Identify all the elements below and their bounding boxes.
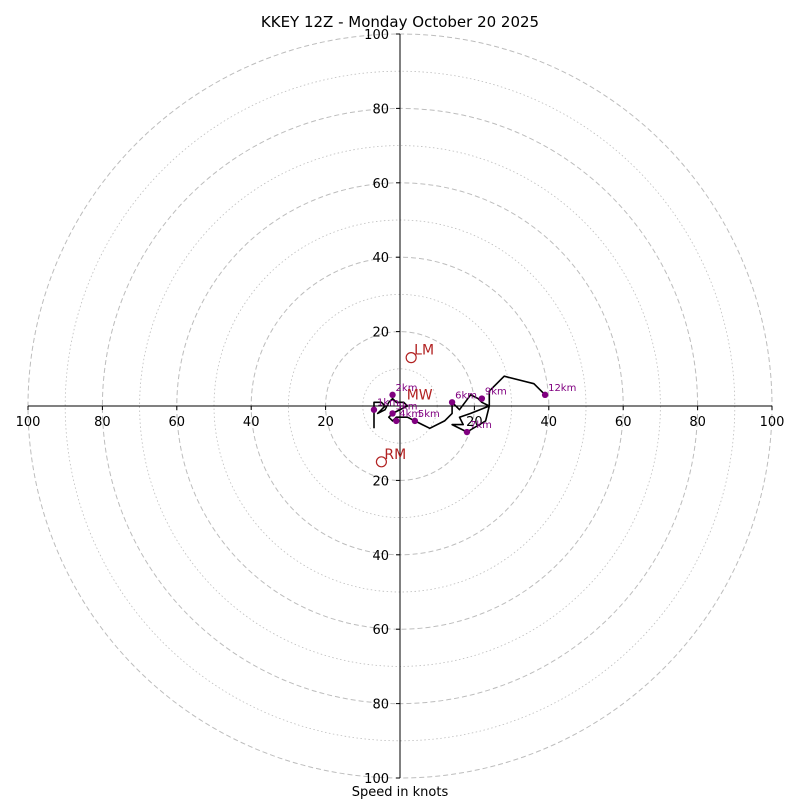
- axes: [28, 34, 772, 778]
- height-label-7km: 7km: [470, 420, 492, 431]
- hodograph-line: [373, 375, 546, 433]
- height-label-5km: 5km: [418, 409, 440, 420]
- y-tick-label: 40: [372, 549, 389, 564]
- height-marker-9km: [478, 395, 486, 402]
- y-tick-label: 100: [364, 28, 389, 43]
- height-label-1km: 1km: [377, 398, 399, 409]
- x-tick-label: 20: [317, 415, 334, 430]
- height-label-2km: 2km: [396, 383, 418, 394]
- x-tick-label: 60: [169, 415, 186, 430]
- storm-motion-marker-rm: [375, 456, 387, 468]
- height-marker-4km: [393, 417, 400, 425]
- height-marker-3km: [389, 410, 396, 417]
- height-marker-2km: [389, 391, 396, 399]
- height-label-9km: 9km: [485, 387, 507, 398]
- x-tick-label: 20: [466, 415, 483, 430]
- y-tick-label: 60: [372, 623, 389, 638]
- tick-labels: 20 20 20 20 40 40 40 40 60 60 60 60 80 80 80 80 100 100 10…: [16, 28, 785, 787]
- storm-motion-markers: LM RM MW: [375, 343, 434, 468]
- height-marker-6km: [448, 399, 456, 406]
- y-tick-label: 80: [372, 102, 389, 117]
- x-tick-label: 100: [760, 415, 785, 430]
- height-label-3km: 3km: [396, 401, 418, 412]
- y-tick-label: 40: [372, 251, 389, 266]
- height-label-4km: 4km: [399, 409, 421, 420]
- x-tick-label: 100: [16, 415, 41, 430]
- height-label-12km: 12km: [548, 383, 576, 394]
- height-marker-5km: [411, 417, 419, 425]
- storm-motion-label-rm: RM: [384, 447, 406, 463]
- y-tick-label: 20: [372, 326, 389, 341]
- storm-motion-marker-lm: [405, 352, 417, 364]
- x-tick-label: 40: [541, 415, 558, 430]
- y-tick-label: 60: [372, 177, 389, 192]
- height-label-6km: 6km: [455, 390, 477, 401]
- y-tick-label: 80: [372, 698, 389, 713]
- x-tick-label: 40: [243, 415, 260, 430]
- height-marker-7km: [463, 428, 471, 436]
- x-tick-label: 80: [689, 415, 706, 430]
- x-tick-label: 60: [615, 415, 632, 430]
- x-tick-label: 80: [94, 415, 111, 430]
- y-tick-label: 100: [364, 772, 389, 787]
- y-tick-label: 20: [372, 474, 389, 489]
- height-marker-1km: [370, 406, 378, 413]
- storm-motion-label-lm: LM: [414, 343, 434, 359]
- storm-motion-label-mw: MW: [407, 387, 433, 403]
- height-marker-12km: [541, 391, 549, 399]
- x-axis-label: Speed in knots: [352, 785, 449, 800]
- hodograph-trace: [373, 375, 546, 433]
- chart-title: KKEY 12Z - Monday October 20 2025: [261, 13, 539, 31]
